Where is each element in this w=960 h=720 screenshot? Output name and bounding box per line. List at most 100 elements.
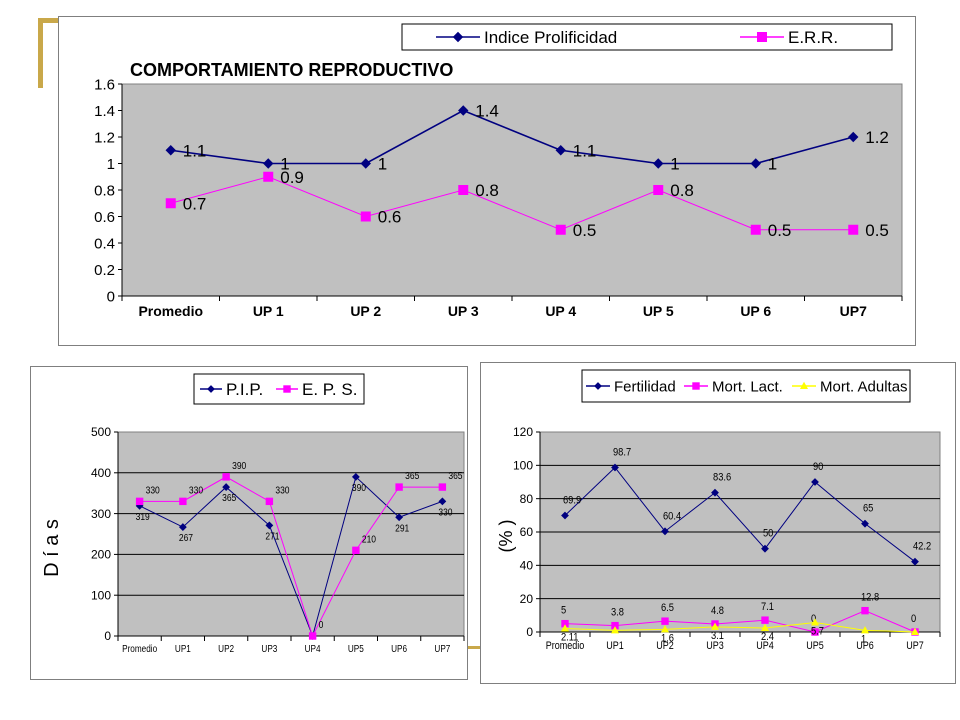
data-label: 0.9	[280, 168, 304, 187]
data-point	[861, 519, 869, 528]
data-label: 0.8	[670, 181, 694, 200]
data-point	[135, 497, 144, 506]
data-point	[610, 626, 620, 634]
data-point	[555, 145, 566, 156]
x-category-label: UP 5	[643, 303, 674, 319]
data-point	[265, 497, 274, 506]
data-point	[710, 622, 720, 630]
y-tick-label: 0.6	[94, 209, 115, 226]
y-tick-label: 0	[526, 625, 533, 639]
x-category-label: UP6	[391, 643, 407, 654]
x-category-label: UP 3	[448, 303, 479, 319]
x-category-label: UP3	[706, 640, 724, 652]
data-point	[351, 472, 360, 481]
data-point	[263, 171, 274, 182]
data-label: 330	[275, 485, 289, 496]
y-tick-label: 500	[91, 425, 111, 439]
data-label: 3.1	[711, 630, 724, 642]
legend-marker	[283, 385, 291, 393]
data-point	[395, 513, 404, 522]
data-label: 12.8	[861, 592, 879, 604]
data-label: 0.6	[378, 208, 402, 227]
data-label: 65	[863, 503, 874, 515]
data-point	[661, 617, 669, 625]
data-label: 1.1	[573, 141, 597, 160]
data-point	[660, 625, 670, 633]
y-tick-label: 0.4	[94, 235, 115, 252]
x-category-label: Promedio	[138, 303, 203, 319]
data-label: 50	[763, 528, 774, 540]
series-line-0	[170, 109, 854, 165]
y-tick-label: 1.6	[94, 76, 115, 93]
data-point	[263, 158, 274, 169]
data-point	[750, 158, 761, 169]
data-label: 0	[911, 613, 916, 625]
y-tick-label: 120	[513, 425, 533, 439]
data-point	[438, 497, 447, 506]
data-label: 6.5	[661, 603, 674, 615]
data-point	[761, 616, 769, 624]
data-label: 267	[179, 532, 193, 543]
y-tick-label: 0	[104, 629, 111, 643]
data-label: 0.8	[475, 181, 499, 200]
y-tick-label: 0.2	[94, 262, 115, 279]
data-point	[661, 527, 669, 536]
x-category-label: Promedio	[546, 640, 585, 652]
data-point	[811, 478, 819, 486]
legend-entry: Mort. Adultas	[820, 378, 908, 395]
y-tick-label: 20	[520, 592, 534, 606]
legend-entry: Mort. Lact.	[712, 378, 783, 395]
data-point	[860, 626, 870, 634]
legend-entry: E. P. S.	[302, 380, 357, 399]
data-point	[560, 624, 570, 632]
x-category-label: UP4	[756, 640, 774, 652]
x-category-label: UP2	[656, 640, 674, 652]
data-point	[222, 483, 231, 491]
data-point	[360, 211, 371, 222]
y-tick-label: 400	[91, 466, 111, 480]
data-label: 0.7	[183, 194, 207, 213]
data-point	[395, 483, 403, 491]
data-label: 5	[561, 605, 566, 617]
decorative-bar-bottom	[466, 646, 490, 649]
data-label: 69.9	[563, 495, 581, 507]
series-line-1	[564, 610, 916, 633]
x-category-label: UP 1	[253, 303, 284, 319]
data-point	[848, 224, 859, 235]
x-category-label: UP2	[218, 643, 234, 654]
data-point	[458, 105, 469, 116]
data-label: 98.7	[613, 447, 631, 459]
y-tick-label: 1.4	[94, 103, 115, 120]
data-point	[711, 488, 719, 497]
data-label: 1.1	[183, 141, 207, 160]
data-label: 319	[136, 511, 150, 522]
y-tick-label: 0	[107, 288, 115, 305]
y-tick-label: 80	[520, 492, 534, 506]
data-point	[811, 628, 819, 636]
data-label: 330	[146, 485, 160, 496]
x-category-label: UP5	[806, 640, 824, 652]
data-point	[179, 497, 187, 506]
y-tick-label: 1	[107, 156, 115, 173]
data-point	[352, 546, 360, 555]
data-point	[438, 483, 447, 491]
series-line-0	[139, 475, 443, 638]
data-label: 1	[280, 155, 289, 174]
y-axis-label: (% )	[496, 520, 516, 553]
x-category-label: UP6	[856, 640, 874, 652]
data-point	[750, 224, 761, 235]
legend-entry: Fertilidad	[614, 378, 676, 395]
data-point	[561, 511, 569, 520]
legend-box	[401, 23, 893, 51]
y-axis-label: D í a s	[41, 519, 63, 577]
data-point	[910, 627, 920, 636]
legend-marker	[757, 32, 767, 42]
data-point	[265, 521, 274, 530]
y-tick-label: 40	[520, 559, 534, 573]
data-point	[761, 544, 769, 553]
data-label: 210	[362, 534, 376, 545]
x-category-label: UP5	[348, 643, 364, 654]
series-line-1	[139, 476, 443, 638]
legend-entry: E.R.R.	[788, 28, 838, 47]
